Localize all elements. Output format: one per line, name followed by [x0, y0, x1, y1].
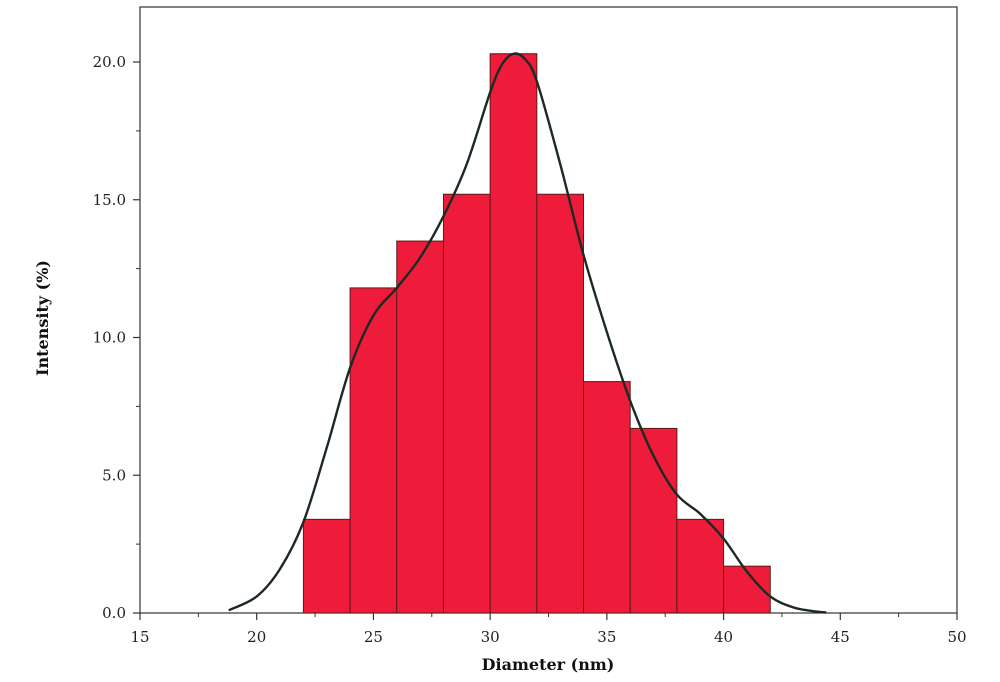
x-tick-label: 35: [597, 628, 616, 646]
histogram-bar-5: [536, 193, 585, 614]
x-axis-title: Diameter (nm): [482, 655, 615, 674]
y-tick-label: 10.0: [93, 329, 126, 347]
x-tick-label: 50: [947, 628, 966, 646]
histogram-bar-0: [302, 518, 351, 614]
histogram-bar-1: [349, 287, 398, 614]
y-tick-label: 0.0: [102, 604, 126, 622]
bars-group: [302, 53, 771, 614]
x-axis: 15 20 25 30 35 40 45 50: [130, 613, 967, 646]
histogram-bar-7: [629, 427, 678, 614]
y-tick-label: 15.0: [93, 191, 126, 209]
y-tick-label: 20.0: [93, 53, 126, 71]
y-axis: 0.0 5.0 10.0 15.0 20.0: [93, 53, 140, 622]
y-tick-label: 5.0: [102, 466, 126, 484]
histogram-bar-8: [676, 518, 725, 614]
distribution-curve: [228, 52, 827, 614]
histogram-bar-2: [396, 240, 444, 614]
x-tick-label: 40: [714, 628, 733, 646]
x-tick-label: 25: [364, 628, 383, 646]
histogram-bar-6: [583, 381, 631, 614]
x-tick-label: 30: [481, 628, 500, 646]
x-tick-label: 45: [831, 628, 850, 646]
histogram-bar-3: [442, 193, 491, 614]
x-tick-label: 20: [247, 628, 266, 646]
y-axis-title: Intensity (%): [33, 260, 52, 376]
histogram-bar-4: [489, 53, 538, 614]
x-tick-label: 15: [130, 628, 149, 646]
